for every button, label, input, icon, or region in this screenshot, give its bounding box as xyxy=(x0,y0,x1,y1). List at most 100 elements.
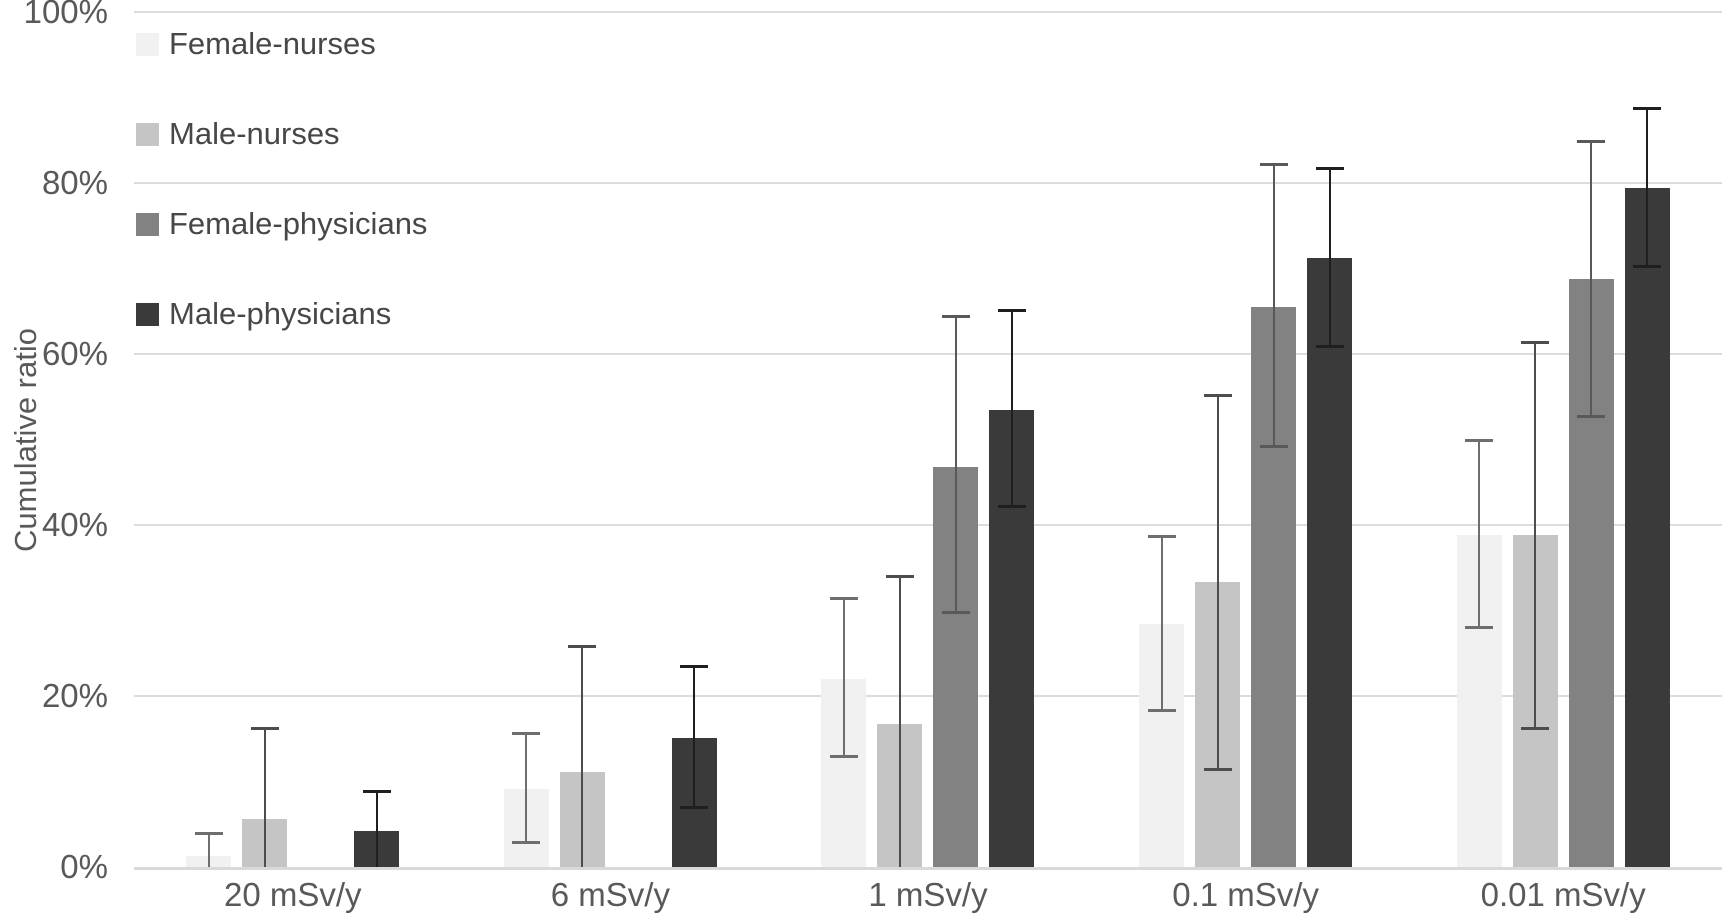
gridline-60 xyxy=(134,353,1722,355)
error-bar-cap-top xyxy=(194,831,223,835)
error-bar-line xyxy=(842,598,845,757)
x-tick-label: 0.01 mSv/y xyxy=(1480,876,1646,913)
error-bar-cap-top xyxy=(250,726,279,730)
y-axis-title-wrap: Cumulative ratio xyxy=(0,12,52,867)
bar-slot xyxy=(559,12,605,867)
error-bar-cap-top xyxy=(997,309,1026,313)
bar-slot xyxy=(354,12,400,867)
bar-slot xyxy=(1624,12,1670,867)
error-bar-line xyxy=(1272,165,1275,448)
legend-swatch-icon xyxy=(136,212,159,236)
y-tick-label: 100% xyxy=(23,0,108,30)
y-tick-label: 60% xyxy=(41,335,108,372)
error-bar-cap-top xyxy=(885,575,914,579)
gridline-100 xyxy=(134,11,1722,13)
bar-slot xyxy=(1456,12,1502,867)
error-bar-line xyxy=(1328,169,1331,348)
error-bar-line xyxy=(1534,342,1537,729)
legend-item-male-nurses: Male-nurses xyxy=(136,116,427,152)
legend-label: Male-physicians xyxy=(169,296,392,331)
gridline-40 xyxy=(134,524,1722,526)
bar-groups xyxy=(134,12,1722,867)
bar-slot xyxy=(1307,12,1353,867)
y-tick-label: 80% xyxy=(41,164,108,201)
error-bar-cap-top xyxy=(829,596,858,600)
error-bar-line xyxy=(207,833,210,867)
error-bar-line xyxy=(581,647,584,867)
error-bar-line xyxy=(1160,536,1163,711)
error-bar-cap-bottom xyxy=(512,841,541,845)
error-bar-cap-top xyxy=(1315,167,1344,171)
error-bar-line xyxy=(693,666,696,809)
legend-swatch-icon xyxy=(136,32,159,56)
bar-slot xyxy=(1251,12,1297,867)
error-bar-line xyxy=(1478,441,1481,628)
bar-slot xyxy=(1568,12,1614,867)
error-bar-line xyxy=(954,317,957,614)
bar-slot xyxy=(242,12,288,867)
legend-swatch-icon xyxy=(136,302,159,326)
bar-slot xyxy=(671,12,717,867)
bar-group-6-msv-y xyxy=(452,12,770,867)
error-bar-line xyxy=(1646,108,1649,267)
error-bar-line xyxy=(898,577,901,867)
y-tick-label: 20% xyxy=(41,677,108,714)
gridline-20 xyxy=(134,695,1722,697)
bar-slot xyxy=(989,12,1035,867)
legend-label: Female-physicians xyxy=(169,206,428,241)
legend-item-female-nurses: Female-nurses xyxy=(136,26,427,62)
legend-swatch-icon xyxy=(136,122,159,146)
y-tick-label: 0% xyxy=(60,848,108,885)
bar-slot xyxy=(877,12,923,867)
error-bar-cap-top xyxy=(1521,340,1550,344)
error-bar-cap-top xyxy=(941,315,970,319)
error-bar-line xyxy=(375,791,378,867)
bar-slot xyxy=(933,12,979,867)
error-bar-cap-bottom xyxy=(997,505,1026,509)
bar-slot xyxy=(1195,12,1241,867)
bar-slot xyxy=(1139,12,1185,867)
error-bar-cap-top xyxy=(680,664,709,668)
error-bar-cap-bottom xyxy=(829,754,858,758)
error-bar-cap-bottom xyxy=(1465,625,1494,629)
bar-male-physicians xyxy=(1307,258,1353,867)
bar-group-0.01-msv-y xyxy=(1404,12,1722,867)
legend-label: Female-nurses xyxy=(169,26,376,61)
error-bar-cap-top xyxy=(362,789,391,793)
x-tick-label: 6 mSv/y xyxy=(550,876,670,913)
error-bar-cap-top xyxy=(1633,106,1662,110)
error-bar-cap-bottom xyxy=(1203,768,1232,772)
error-bar-line xyxy=(525,733,528,844)
bar-slot xyxy=(503,12,549,867)
error-bar-cap-top xyxy=(1465,439,1494,443)
error-bar-cap-top xyxy=(568,645,597,649)
bar-male-physicians xyxy=(1624,188,1670,867)
error-bar-cap-bottom xyxy=(680,806,709,810)
x-tick-label: 0.1 mSv/y xyxy=(1172,876,1319,913)
legend-item-male-physicians: Male-physicians xyxy=(136,296,427,332)
legend-item-female-physicians: Female-physicians xyxy=(136,206,427,242)
error-bar-cap-top xyxy=(1203,393,1232,397)
gridline-80 xyxy=(134,182,1722,184)
y-tick-label: 40% xyxy=(41,506,108,543)
error-bar-line xyxy=(1216,395,1219,771)
plot-area xyxy=(134,11,1722,870)
error-bar-cap-bottom xyxy=(941,611,970,615)
error-bar-line xyxy=(1590,141,1593,418)
bar-slot xyxy=(1512,12,1558,867)
x-tick-label: 1 mSv/y xyxy=(868,876,988,913)
bar-slot xyxy=(186,12,232,867)
error-bar-line xyxy=(1010,311,1013,508)
bar-group-1-msv-y xyxy=(769,12,1087,867)
error-bar-cap-bottom xyxy=(1147,708,1176,712)
bar-slot xyxy=(616,12,661,867)
error-bar-cap-bottom xyxy=(1577,415,1606,419)
error-bar-cap-bottom xyxy=(1315,345,1344,349)
bar-group-20-msv-y xyxy=(134,12,452,867)
error-bar-cap-top xyxy=(1147,534,1176,538)
error-bar-cap-bottom xyxy=(1633,264,1662,268)
bar-slot xyxy=(821,12,867,867)
error-bar-cap-bottom xyxy=(1259,445,1288,449)
error-bar-cap-bottom xyxy=(1521,726,1550,730)
